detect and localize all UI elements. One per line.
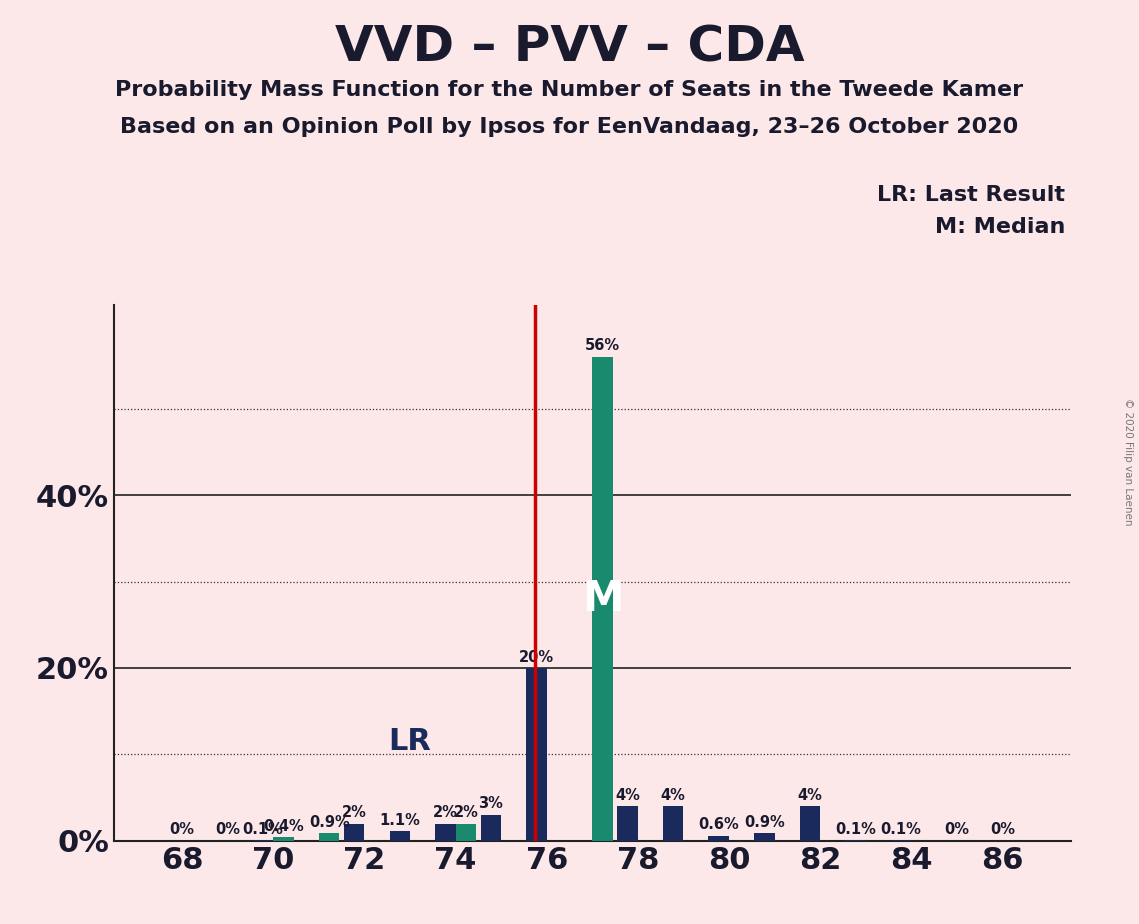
Bar (273, 837, 294, 841)
Text: 0.1%: 0.1% (880, 821, 921, 836)
Text: 2%: 2% (342, 805, 367, 821)
Text: © 2020 Filip van Laenen: © 2020 Filip van Laenen (1123, 398, 1132, 526)
Text: 4%: 4% (615, 788, 640, 803)
Text: 0.1%: 0.1% (835, 821, 876, 836)
Text: 0%: 0% (215, 821, 240, 836)
Text: Probability Mass Function for the Number of Seats in the Tweede Kamer: Probability Mass Function for the Number… (115, 80, 1024, 101)
Bar (456, 823, 476, 841)
Text: 1.1%: 1.1% (379, 813, 420, 828)
Bar (708, 835, 729, 841)
Text: 3%: 3% (478, 796, 503, 811)
Text: 20%: 20% (519, 650, 554, 664)
Text: M: Median: M: Median (935, 217, 1065, 237)
Bar (481, 815, 501, 841)
Text: 0%: 0% (170, 821, 195, 836)
Bar (390, 832, 410, 841)
Text: LR: LR (388, 727, 432, 756)
Text: 2%: 2% (433, 805, 458, 821)
Bar (435, 823, 456, 841)
Bar (344, 823, 364, 841)
Text: 4%: 4% (797, 788, 822, 803)
Bar (617, 807, 638, 841)
Bar (663, 807, 683, 841)
Text: 0.6%: 0.6% (698, 817, 739, 833)
Text: Based on an Opinion Poll by Ipsos for EenVandaag, 23–26 October 2020: Based on an Opinion Poll by Ipsos for Ee… (121, 117, 1018, 138)
Text: 0.9%: 0.9% (744, 815, 785, 830)
Text: LR: Last Result: LR: Last Result (877, 185, 1065, 205)
Text: 0.1%: 0.1% (243, 821, 284, 836)
Bar (754, 833, 775, 841)
Text: 0%: 0% (944, 821, 969, 836)
Text: M: M (582, 578, 623, 620)
Bar (592, 357, 613, 841)
Bar (526, 668, 547, 841)
Text: 0%: 0% (990, 821, 1015, 836)
Bar (319, 833, 339, 841)
Text: VVD – PVV – CDA: VVD – PVV – CDA (335, 23, 804, 71)
Bar (800, 807, 820, 841)
Text: 4%: 4% (661, 788, 686, 803)
Text: 0.4%: 0.4% (263, 819, 304, 834)
Text: 56%: 56% (585, 338, 620, 353)
Text: 0.9%: 0.9% (309, 815, 350, 830)
Text: 2%: 2% (453, 805, 478, 821)
